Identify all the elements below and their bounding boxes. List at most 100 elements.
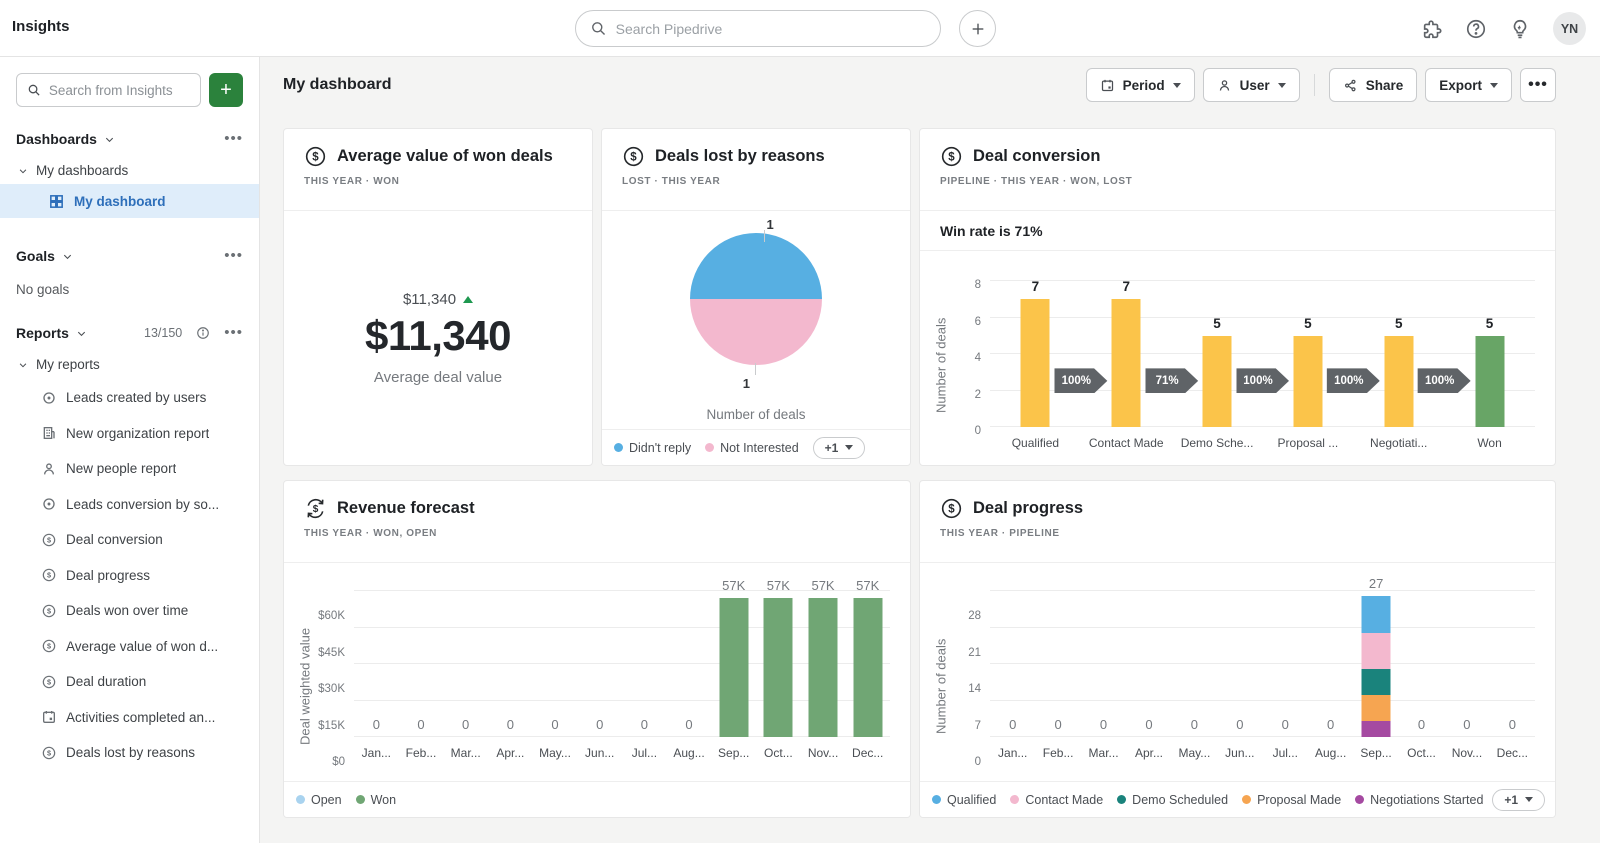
legend-item[interactable]: Open	[296, 793, 342, 807]
legend-item[interactable]: Contact Made	[1010, 793, 1103, 807]
reports-menu-icon[interactable]: •••	[224, 324, 243, 341]
sidebar-item-my-dashboard[interactable]: My dashboard	[0, 184, 259, 218]
bar[interactable]	[1111, 299, 1141, 427]
legend-dot	[296, 795, 305, 804]
legend-item[interactable]: Didn't reply	[614, 441, 691, 455]
more-options-button[interactable]: •••	[1520, 68, 1556, 102]
sidebar-report-item[interactable]: $ Deal conversion	[0, 522, 259, 558]
bar[interactable]	[1293, 335, 1323, 427]
pie-slice-value: 1	[766, 217, 774, 232]
report-item-label: Deals lost by reasons	[66, 745, 196, 761]
insights-search-input[interactable]	[48, 82, 190, 98]
share-button[interactable]: Share	[1328, 68, 1418, 102]
card-title[interactable]: Deal progress	[973, 499, 1084, 517]
y-axis: $0 $15K $30K $45K $60K	[314, 591, 354, 781]
plot-area: 7 7 5 5 5 5 100% 71% 100% 100% 100%	[990, 279, 1535, 427]
legend-more-button[interactable]: +1	[1492, 788, 1545, 811]
sidebar-report-item[interactable]: Activities completed an...	[0, 700, 259, 736]
bar-segment	[1202, 335, 1232, 427]
bar[interactable]	[1384, 335, 1414, 427]
help-icon[interactable]	[1465, 18, 1487, 40]
x-axis-label: Jan...	[998, 746, 1028, 760]
dashboards-section-title[interactable]: Dashboards	[16, 131, 97, 147]
global-search[interactable]	[575, 10, 941, 47]
bar[interactable]	[1020, 299, 1050, 427]
my-reports-group[interactable]: My reports	[18, 357, 243, 372]
legend-dot	[355, 795, 365, 804]
chart-column: 5	[1444, 281, 1535, 427]
bar[interactable]	[1361, 596, 1391, 737]
gridline	[990, 699, 1535, 701]
y-axis-title: Number of deals	[933, 317, 949, 414]
sidebar-report-item[interactable]: $ Deals lost by reasons	[0, 735, 259, 771]
card-title[interactable]: Revenue forecast	[337, 499, 475, 517]
bar-value-label: 57K	[766, 578, 790, 594]
marketplace-puzzle-icon[interactable]	[1421, 18, 1443, 40]
goals-section-title[interactable]: Goals	[16, 248, 55, 264]
bar[interactable]	[853, 598, 883, 737]
global-search-input[interactable]	[615, 20, 926, 37]
bar[interactable]	[763, 598, 793, 737]
card-filters: LOST · THIS YEAR	[622, 176, 721, 187]
suggestions-bulb-icon[interactable]	[1509, 18, 1531, 40]
avatar[interactable]: YN	[1553, 12, 1586, 45]
sidebar-report-item[interactable]: New people report	[0, 451, 259, 487]
conversion-rate-badge: 71%	[1145, 368, 1199, 394]
card-title[interactable]: Deals lost by reasons	[655, 147, 825, 165]
calendar-icon	[1100, 78, 1115, 93]
info-icon[interactable]	[196, 326, 210, 340]
export-button[interactable]: Export	[1425, 68, 1512, 102]
chevron-down-icon[interactable]	[62, 251, 73, 262]
bar[interactable]	[1475, 335, 1505, 427]
x-axis-label: Sep...	[1360, 746, 1392, 760]
sidebar-report-item[interactable]: $ Deals won over time	[0, 593, 259, 629]
x-axis-label: Dec...	[852, 746, 884, 760]
bar-value-label: 0	[1054, 717, 1062, 732]
legend-item[interactable]: Not Interested	[705, 441, 799, 455]
quick-add-button[interactable]	[959, 10, 996, 47]
sidebar-report-item[interactable]: $ Average value of won d...	[0, 629, 259, 665]
y-tick-label: 2	[974, 388, 981, 401]
legend-label: Didn't reply	[629, 440, 692, 455]
goals-menu-icon[interactable]: •••	[224, 247, 243, 264]
conversion-rate-badge: 100%	[1236, 368, 1289, 394]
sidebar-report-item[interactable]: $ Deal progress	[0, 558, 259, 594]
x-axis-label: Contact Made	[1088, 436, 1164, 450]
deals-lost-pie[interactable]	[690, 233, 822, 365]
legend-item[interactable]: Won	[355, 792, 397, 807]
deal-icon: $	[40, 567, 57, 584]
sidebar-report-item[interactable]: $ Deal duration	[0, 664, 259, 700]
bar-value-label: 0	[1236, 717, 1244, 732]
bar[interactable]	[1202, 335, 1232, 427]
period-filter-button[interactable]: Period	[1085, 68, 1195, 102]
x-axis: Jan... Feb... Mar... Apr... May... Jun... Jul.…	[354, 746, 890, 760]
my-dashboards-group[interactable]: My dashboards	[18, 163, 243, 178]
x-axis-label: Nov...	[807, 746, 839, 760]
sidebar-report-item[interactable]: Leads created by users	[0, 380, 259, 416]
x-axis-label: Qualified	[1011, 436, 1060, 450]
chevron-down-icon[interactable]	[104, 134, 115, 145]
insights-search[interactable]	[16, 73, 201, 107]
bar[interactable]	[719, 598, 749, 737]
legend-more-button[interactable]: +1	[812, 436, 866, 459]
legend-item[interactable]: Demo Scheduled	[1117, 793, 1228, 807]
bar[interactable]	[808, 598, 838, 737]
bar-value-label: 57K	[856, 578, 880, 594]
legend-label: Won	[370, 792, 397, 807]
sidebar-report-item[interactable]: Leads conversion by so...	[0, 487, 259, 523]
reports-section-title[interactable]: Reports	[16, 325, 69, 341]
card-title[interactable]: Average value of won deals	[337, 147, 553, 165]
legend-item[interactable]: Proposal Made	[1242, 793, 1341, 807]
create-new-button[interactable]: +	[209, 73, 243, 107]
user-filter-button[interactable]: User	[1202, 68, 1300, 102]
legend-item[interactable]: Negotiations Started	[1355, 793, 1483, 807]
legend-item[interactable]: Qualified	[932, 793, 996, 807]
card-title[interactable]: Deal conversion	[973, 147, 1101, 165]
dashboards-menu-icon[interactable]: •••	[224, 130, 243, 147]
y-tick-label: 6	[974, 315, 981, 328]
sidebar-report-item[interactable]: New organization report	[0, 416, 259, 452]
chevron-down-icon[interactable]	[76, 328, 87, 339]
kpi-value: $11,340	[364, 311, 512, 359]
gridline	[990, 353, 1535, 354]
caret-down-icon	[845, 445, 854, 450]
